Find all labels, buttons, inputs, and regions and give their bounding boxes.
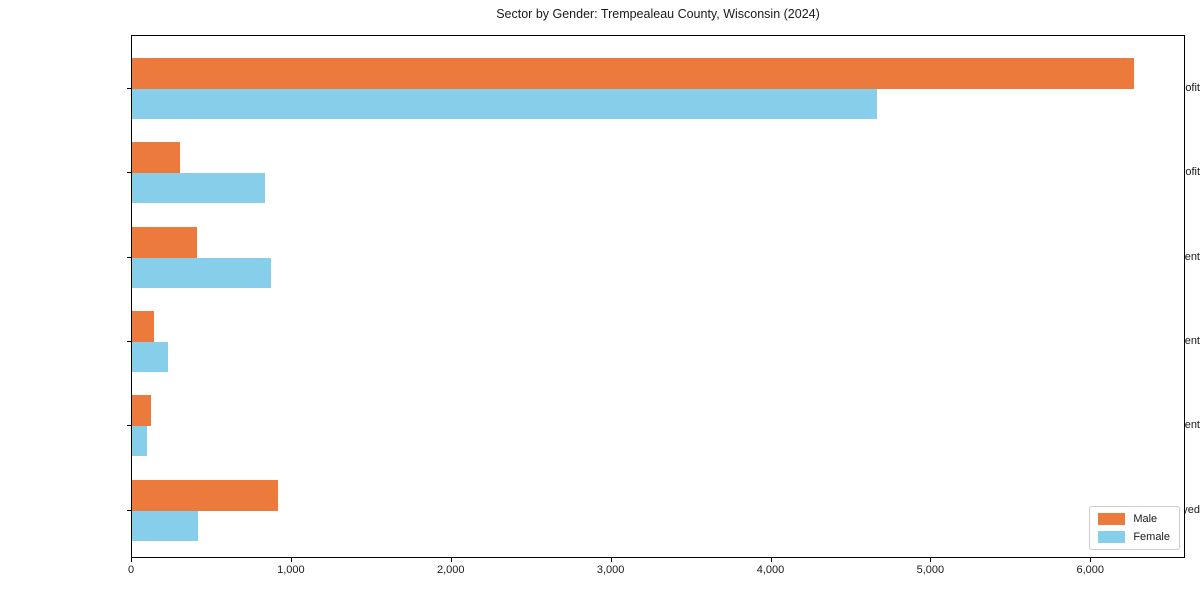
y-tick-mark bbox=[127, 340, 131, 342]
x-tick-mark bbox=[290, 558, 292, 562]
y-tick-mark bbox=[127, 509, 131, 511]
bar-female-1 bbox=[132, 173, 265, 204]
x-tick-label: 2,000 bbox=[436, 564, 465, 576]
legend: Male Female bbox=[1089, 506, 1180, 550]
legend-label: Male bbox=[1133, 513, 1158, 525]
x-tick-mark bbox=[770, 558, 772, 562]
bar-female-5 bbox=[132, 510, 198, 541]
x-tick-label: 6,000 bbox=[1076, 564, 1105, 576]
y-tick-mark bbox=[127, 88, 131, 89]
x-tick-mark bbox=[610, 558, 612, 562]
bar-male-4 bbox=[132, 395, 152, 427]
bar-male-3 bbox=[132, 310, 154, 342]
x-tick-label: 4,000 bbox=[756, 564, 785, 576]
legend-swatch-male bbox=[1098, 513, 1126, 525]
y-tick-mark bbox=[127, 256, 131, 258]
y-tick-mark bbox=[127, 172, 131, 174]
bar-female-0 bbox=[132, 89, 877, 119]
bar-male-2 bbox=[132, 226, 197, 258]
x-tick-label: 5,000 bbox=[916, 564, 945, 576]
legend-swatch-female bbox=[1098, 531, 1126, 543]
x-tick-label: 1,000 bbox=[277, 564, 305, 576]
legend-item-female: Female bbox=[1098, 531, 1170, 543]
bar-female-4 bbox=[132, 426, 148, 457]
x-tick-label: 3,000 bbox=[596, 564, 625, 576]
plot-area: Male Female bbox=[131, 35, 1185, 558]
bar-female-3 bbox=[132, 341, 168, 372]
bar-male-5 bbox=[132, 479, 279, 511]
bar-female-2 bbox=[132, 257, 272, 288]
x-tick-mark bbox=[131, 558, 132, 562]
legend-label: Female bbox=[1133, 531, 1170, 543]
legend-item-male: Male bbox=[1098, 513, 1170, 525]
bar-male-0 bbox=[132, 58, 1135, 89]
y-tick-mark bbox=[127, 425, 131, 427]
x-tick-mark bbox=[1090, 558, 1092, 562]
x-tick-mark bbox=[930, 558, 932, 562]
chart-title: Sector by Gender: Trempealeau County, Wi… bbox=[496, 7, 820, 21]
bar-male-1 bbox=[132, 142, 180, 174]
x-tick-label: 0 bbox=[127, 564, 135, 576]
x-tick-mark bbox=[450, 558, 452, 562]
